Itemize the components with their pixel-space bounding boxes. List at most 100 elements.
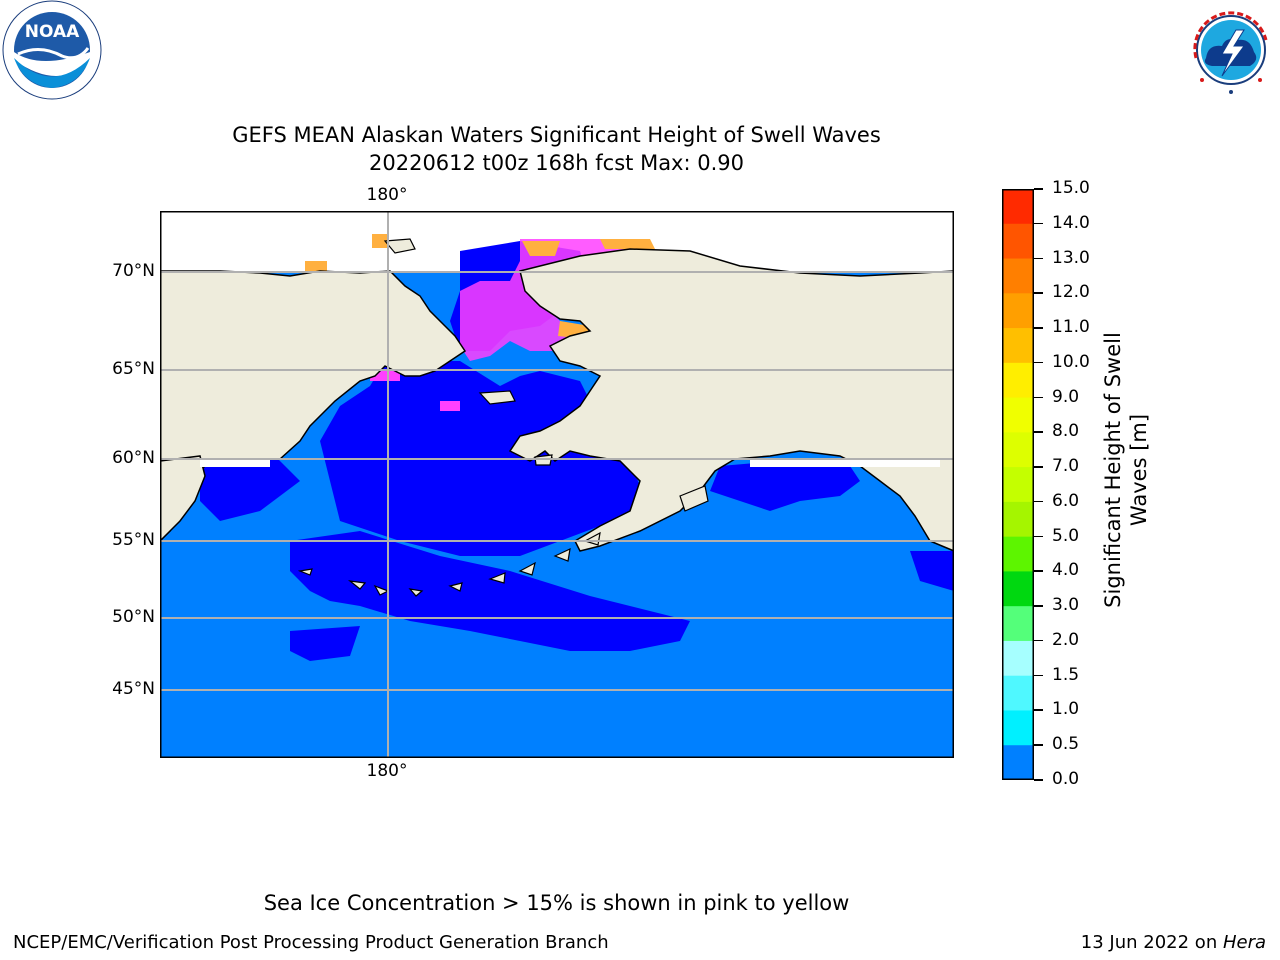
sea-ice-orange-4 bbox=[305, 261, 327, 273]
colorbar-tick-mark bbox=[1034, 327, 1043, 329]
colorbar-segment bbox=[1002, 536, 1034, 572]
sea-ice-orange-5 bbox=[372, 234, 388, 248]
colorbar-label-line1: Significant Height of Swell bbox=[1101, 332, 1125, 608]
colorbar-tick-mark bbox=[1034, 605, 1043, 607]
colorbar-segment bbox=[1002, 710, 1034, 746]
colorbar-tick-mark bbox=[1034, 257, 1043, 260]
sea-ice-pink-norton bbox=[440, 401, 460, 411]
graticule bbox=[160, 211, 954, 758]
colorbar-segment bbox=[1002, 223, 1034, 260]
lat-label-60n: 60°N bbox=[112, 448, 155, 468]
colorbar-tick-mark bbox=[1034, 779, 1043, 781]
colorbar-segment bbox=[1002, 258, 1034, 294]
colorbar-segment bbox=[1002, 362, 1034, 399]
footer-branch: NCEP/EMC/Verification Post Processing Pr… bbox=[13, 932, 609, 953]
map-frame bbox=[160, 211, 954, 758]
colorbar-tick-label: 0.0 bbox=[1052, 769, 1080, 789]
noaa-logo-text: NOAA bbox=[25, 22, 80, 42]
colorbar-tick-label: 13.0 bbox=[1052, 247, 1090, 268]
map-panel bbox=[160, 211, 954, 758]
colorbar-segment bbox=[1002, 640, 1034, 677]
lat-label-65n: 65°N bbox=[112, 359, 155, 379]
colorbar-tick-label: 12.0 bbox=[1052, 282, 1090, 303]
aleutian-deep-blue bbox=[290, 531, 690, 651]
colorbar-tick-mark bbox=[1034, 396, 1043, 399]
colorbar-segment bbox=[1002, 745, 1034, 781]
chart-title: GEFS MEAN Alaskan Waters Significant Hei… bbox=[232, 123, 881, 147]
colorbar-segment bbox=[1002, 397, 1034, 433]
colorbar-tick-label: 15.0 bbox=[1052, 178, 1090, 198]
footer-date: 13 Jun 2022 on Hera bbox=[1081, 932, 1266, 953]
colorbar-segment bbox=[1002, 571, 1034, 607]
alaska-land bbox=[508, 248, 954, 552]
sea-ice-pink-anadyr bbox=[370, 371, 400, 381]
colorbar-tick-mark bbox=[1034, 361, 1043, 364]
colorbar-tick-label: 5.0 bbox=[1052, 525, 1080, 546]
gap-strip-east bbox=[750, 459, 940, 467]
colorbar-tick-mark bbox=[1034, 292, 1043, 294]
colorbar bbox=[1002, 189, 1034, 781]
colorbar-tick-label: 2.0 bbox=[1052, 629, 1080, 650]
kamchatka-deep-blue bbox=[200, 451, 300, 521]
colorbar-tick-mark bbox=[1034, 674, 1043, 677]
colorbar-tick-label: 6.0 bbox=[1052, 490, 1080, 511]
kodiak-island bbox=[679, 485, 709, 512]
lat-label-45n: 45°N bbox=[112, 679, 155, 699]
aleutian-islands bbox=[297, 531, 601, 597]
lat-label-50n: 50°N bbox=[112, 607, 155, 627]
colorbar-segment bbox=[1002, 328, 1034, 364]
colorbar-tick-mark bbox=[1034, 709, 1043, 711]
south-deep-blue bbox=[290, 626, 360, 661]
sea-ice-chukchi bbox=[460, 239, 630, 361]
colorbar-tick-label: 9.0 bbox=[1052, 386, 1080, 407]
colorbar-tick-mark bbox=[1034, 222, 1043, 225]
st-lawrence-island bbox=[478, 390, 516, 405]
colorbar-tick-mark bbox=[1034, 570, 1043, 572]
sea-ice-note: Sea Ice Concentration > 15% is shown in … bbox=[263, 891, 850, 915]
colorbar-segment bbox=[1002, 467, 1034, 503]
colorbar-tick-label: 10.0 bbox=[1052, 351, 1090, 372]
lon-label-bottom: 180° bbox=[366, 761, 408, 781]
colorbar-tick-mark bbox=[1034, 639, 1043, 642]
map-svg bbox=[160, 211, 954, 758]
gap-strip-west bbox=[200, 459, 270, 467]
lat-label-55n: 55°N bbox=[112, 530, 155, 550]
colorbar-tick-label: 1.0 bbox=[1052, 699, 1080, 720]
lat-label-70n: 70°N bbox=[112, 261, 155, 281]
colorbar-tick-mark bbox=[1034, 188, 1043, 190]
sea-ice-orange-1 bbox=[522, 241, 560, 256]
colorbar-segment bbox=[1002, 501, 1034, 538]
colorbar-tick-label: 3.0 bbox=[1052, 595, 1080, 616]
sea-ice-orange-2 bbox=[600, 239, 655, 249]
colorbar-tick-label: 4.0 bbox=[1052, 560, 1080, 581]
footer-host: Hera bbox=[1222, 932, 1266, 953]
colorbar-segment bbox=[1002, 432, 1034, 468]
colorbar-tick-label: 11.0 bbox=[1052, 317, 1090, 338]
colorbar-tick-mark bbox=[1034, 500, 1043, 503]
colorbar-segment bbox=[1002, 606, 1034, 642]
colorbar-segment bbox=[1002, 189, 1034, 225]
lon-label-top: 180° bbox=[366, 185, 408, 205]
colorbar-tick-label: 1.5 bbox=[1052, 664, 1080, 685]
colorbar-tick-mark bbox=[1034, 744, 1043, 746]
nws-logo bbox=[1178, 0, 1280, 100]
footer-date-text: 13 Jun 2022 on bbox=[1080, 932, 1223, 953]
colorbar-tick-mark bbox=[1034, 535, 1043, 538]
colorbar-segment bbox=[1002, 675, 1034, 711]
gulf-deep-blue bbox=[710, 461, 860, 511]
wrangel-island bbox=[383, 238, 416, 254]
colorbar-svg bbox=[1002, 189, 1034, 781]
colorbar-label-line2: Waves [m] bbox=[1127, 413, 1151, 527]
colorbar-segment bbox=[1002, 293, 1034, 329]
colorbar-tick-label: 7.0 bbox=[1052, 456, 1080, 477]
colorbar-tick-mark bbox=[1034, 466, 1043, 468]
colorbar-tick-label: 14.0 bbox=[1052, 212, 1090, 233]
chart-subtitle: 20220612 t00z 168h fcst Max: 0.90 bbox=[369, 151, 744, 175]
southeast-deep-blue bbox=[910, 551, 954, 591]
noaa-logo: NOAA bbox=[0, 0, 106, 100]
colorbar-tick-label: 0.5 bbox=[1052, 734, 1080, 755]
colorbar-frame bbox=[1002, 189, 1034, 780]
kamchatka-land bbox=[160, 455, 206, 543]
colorbar-tick-mark bbox=[1034, 431, 1043, 433]
colorbar-tick-label: 8.0 bbox=[1052, 421, 1080, 442]
